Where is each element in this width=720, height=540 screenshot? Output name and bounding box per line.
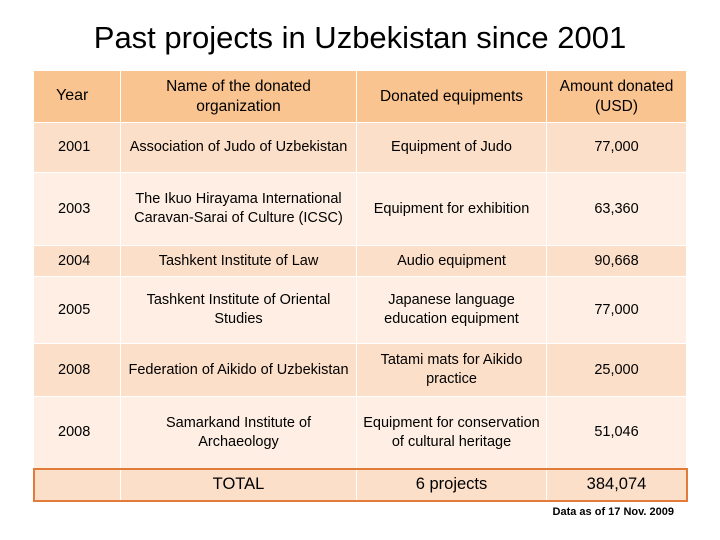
cell-year: 2008 <box>33 343 121 397</box>
cell-year-empty <box>33 468 121 501</box>
cell-amount: 77,000 <box>546 122 687 173</box>
header-amount: Amount donated (USD) <box>546 70 687 123</box>
cell-year: 2004 <box>33 245 121 277</box>
cell-equipment: Japanese language education equipment <box>356 276 547 344</box>
cell-organization: Tashkent Institute of Law <box>120 245 357 277</box>
header-organization: Name of the donated organization <box>120 70 357 123</box>
total-projects: 6 projects <box>356 468 547 501</box>
cell-amount: 63,360 <box>546 172 687 246</box>
cell-organization: The Ikuo Hirayama International Caravan-… <box>120 172 357 246</box>
cell-equipment: Tatami mats for Aikido practice <box>356 343 547 397</box>
cell-year: 2001 <box>33 122 121 173</box>
cell-amount: 90,668 <box>546 245 687 277</box>
cell-amount: 25,000 <box>546 343 687 397</box>
cell-year: 2003 <box>33 172 121 246</box>
total-label: TOTAL <box>120 468 357 501</box>
table-row: 2008 Samarkand Institute of Archaeology … <box>33 396 687 469</box>
table-row: 2003 The Ikuo Hirayama International Car… <box>33 172 687 246</box>
table-row: 2004 Tashkent Institute of Law Audio equ… <box>33 245 687 277</box>
table-header-row: Year Name of the donated organization Do… <box>33 70 687 123</box>
header-equipment: Donated equipments <box>356 70 547 123</box>
header-year: Year <box>33 70 121 123</box>
slide-title: Past projects in Uzbekistan since 2001 <box>93 20 627 55</box>
cell-amount: 77,000 <box>546 276 687 344</box>
cell-organization: Federation of Aikido of Uzbekistan <box>120 343 357 397</box>
cell-equipment: Audio equipment <box>356 245 547 277</box>
cell-amount: 51,046 <box>546 396 687 469</box>
table-row: 2005 Tashkent Institute of Oriental Stud… <box>33 276 687 344</box>
cell-organization: Samarkand Institute of Archaeology <box>120 396 357 469</box>
cell-equipment: Equipment for exhibition <box>356 172 547 246</box>
projects-table: Year Name of the donated organization Do… <box>32 70 688 502</box>
table-row: 2001 Association of Judo of Uzbekistan E… <box>33 122 687 173</box>
total-amount: 384,074 <box>546 468 687 501</box>
data-date-note: Data as of 17 Nov. 2009 <box>552 506 674 518</box>
table-row: 2008 Federation of Aikido of Uzbekistan … <box>33 343 687 397</box>
total-row: TOTAL 6 projects 384,074 <box>32 467 688 502</box>
cell-equipment: Equipment for conservation of cultural h… <box>356 396 547 469</box>
cell-year: 2005 <box>33 276 121 344</box>
cell-organization: Association of Judo of Uzbekistan <box>120 122 357 173</box>
cell-organization: Tashkent Institute of Oriental Studies <box>120 276 357 344</box>
cell-equipment: Equipment of Judo <box>356 122 547 173</box>
cell-year: 2008 <box>33 396 121 469</box>
